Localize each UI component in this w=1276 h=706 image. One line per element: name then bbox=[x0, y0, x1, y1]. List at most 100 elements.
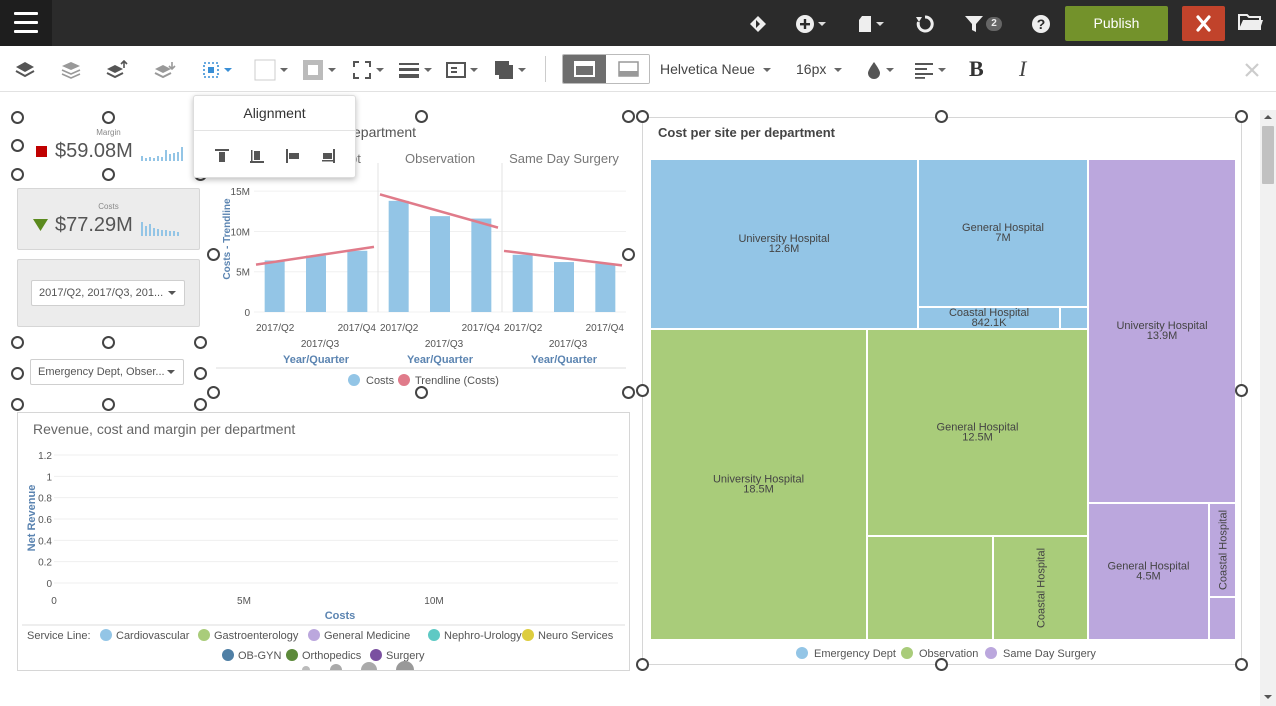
fill-color-icon[interactable] bbox=[254, 56, 288, 82]
x-axis-label-1: Year/Quarter bbox=[283, 354, 350, 366]
text-color-icon[interactable] bbox=[866, 56, 894, 82]
filter-icon[interactable]: 2 bbox=[960, 9, 1006, 37]
treemap-cell[interactable] bbox=[1087, 158, 1237, 504]
refresh-icon[interactable] bbox=[910, 9, 940, 37]
bar[interactable] bbox=[512, 254, 533, 312]
treemap-cell[interactable] bbox=[1208, 502, 1237, 598]
send-backward-icon[interactable] bbox=[154, 56, 176, 82]
bar[interactable] bbox=[595, 263, 616, 312]
revenue-cost-margin-chart-widget[interactable]: Revenue, cost and margin per department … bbox=[17, 412, 630, 679]
treemap-cell[interactable] bbox=[649, 328, 868, 641]
legend-swatch bbox=[198, 629, 210, 641]
resize-handle[interactable] bbox=[102, 398, 115, 411]
padding-icon[interactable] bbox=[446, 56, 478, 82]
treemap-cell[interactable] bbox=[992, 535, 1089, 641]
treemap-cell[interactable] bbox=[1208, 596, 1237, 641]
layers-stack-icon[interactable] bbox=[60, 56, 82, 82]
vertical-scrollbar[interactable] bbox=[1260, 110, 1276, 706]
resize-handle[interactable] bbox=[194, 398, 207, 411]
period-filter-select[interactable]: 2017/Q2, 2017/Q3, 201... bbox=[31, 280, 185, 306]
border-style-icon[interactable] bbox=[352, 56, 384, 82]
resize-handle[interactable] bbox=[11, 336, 24, 349]
resize-handle[interactable] bbox=[636, 658, 649, 671]
resize-handle[interactable] bbox=[622, 248, 635, 261]
x-tick-label: 2017/Q2 bbox=[380, 323, 419, 334]
align-right-button[interactable] bbox=[318, 146, 338, 166]
italic-button[interactable]: I bbox=[1019, 56, 1027, 81]
resize-handle[interactable] bbox=[194, 367, 207, 380]
align-top-button[interactable] bbox=[212, 146, 232, 166]
resize-handle[interactable] bbox=[11, 111, 24, 124]
treemap-cell[interactable] bbox=[649, 158, 919, 330]
treemap-cell[interactable] bbox=[917, 158, 1089, 308]
publish-button[interactable]: Publish bbox=[1065, 6, 1168, 41]
treemap-cell[interactable] bbox=[1059, 306, 1089, 330]
align-bottom-button[interactable] bbox=[247, 146, 267, 166]
kpi-costs-widget[interactable]: Costs $77.29M bbox=[17, 188, 200, 250]
folder-icon[interactable] bbox=[1236, 9, 1268, 37]
bold-button[interactable]: B bbox=[969, 56, 984, 81]
close-toolbar-icon[interactable] bbox=[1243, 56, 1261, 82]
resize-handle[interactable] bbox=[636, 110, 649, 123]
resize-handle[interactable] bbox=[11, 168, 24, 181]
y-tick-label: 10M bbox=[231, 227, 250, 238]
treemap-cell[interactable] bbox=[1087, 502, 1210, 641]
resize-handle[interactable] bbox=[207, 248, 220, 261]
bar[interactable] bbox=[554, 262, 574, 312]
resize-handle[interactable] bbox=[415, 110, 428, 123]
add-circle-icon[interactable] bbox=[790, 9, 830, 37]
legend-swatch bbox=[428, 629, 440, 641]
resize-handle[interactable] bbox=[11, 139, 24, 152]
cost-per-site-treemap-widget[interactable]: Cost per site per department University … bbox=[642, 117, 1242, 665]
border-width-icon[interactable] bbox=[398, 56, 432, 82]
scrollbar-thumb[interactable] bbox=[1262, 126, 1274, 184]
panel-header-3: Same Day Surgery bbox=[509, 151, 619, 166]
resize-handle[interactable] bbox=[636, 384, 649, 397]
layers-icon[interactable] bbox=[14, 56, 36, 82]
bar[interactable] bbox=[347, 250, 368, 312]
text-align-icon[interactable] bbox=[914, 56, 946, 82]
align-left-button[interactable] bbox=[283, 146, 303, 166]
resize-handle[interactable] bbox=[194, 336, 207, 349]
document-icon[interactable] bbox=[850, 9, 890, 37]
resize-handle[interactable] bbox=[935, 110, 948, 123]
panel-header-2: Observation bbox=[405, 151, 475, 166]
font-family-select[interactable]: Helvetica Neue bbox=[660, 56, 771, 82]
resize-handle[interactable] bbox=[11, 398, 24, 411]
kpi-margin-widget[interactable]: Margin $59.08M bbox=[17, 117, 200, 174]
view-mode-filled-button[interactable] bbox=[563, 55, 606, 83]
resize-handle[interactable] bbox=[102, 111, 115, 124]
resize-handle[interactable] bbox=[415, 386, 428, 399]
bar[interactable] bbox=[430, 216, 450, 312]
treemap-cell[interactable] bbox=[866, 535, 994, 641]
resize-handle[interactable] bbox=[207, 386, 220, 399]
resize-handle[interactable] bbox=[11, 367, 24, 380]
bar[interactable] bbox=[264, 260, 285, 312]
shadow-icon[interactable] bbox=[494, 56, 526, 82]
scroll-up-icon[interactable] bbox=[1260, 110, 1276, 124]
bar[interactable] bbox=[306, 255, 326, 312]
bar[interactable] bbox=[388, 200, 409, 312]
help-icon[interactable]: ? bbox=[1027, 9, 1055, 37]
view-mode-outline-button[interactable] bbox=[607, 55, 649, 83]
bar[interactable] bbox=[471, 218, 492, 312]
department-filter-select[interactable]: Emergency Dept, Obser... bbox=[30, 359, 184, 385]
alignment-icon[interactable] bbox=[202, 56, 232, 82]
font-size-select[interactable]: 16px bbox=[796, 56, 843, 82]
resize-handle[interactable] bbox=[1235, 658, 1248, 671]
resize-handle[interactable] bbox=[102, 336, 115, 349]
scroll-down-icon[interactable] bbox=[1260, 690, 1276, 704]
bring-forward-icon[interactable] bbox=[106, 56, 128, 82]
resize-handle[interactable] bbox=[935, 658, 948, 671]
close-editor-button[interactable] bbox=[1182, 6, 1225, 41]
treemap-cell[interactable] bbox=[866, 328, 1089, 537]
resize-handle[interactable] bbox=[102, 168, 115, 181]
border-color-icon[interactable] bbox=[302, 56, 336, 82]
resize-handle[interactable] bbox=[1235, 384, 1248, 397]
menu-button[interactable] bbox=[0, 0, 52, 46]
resize-handle[interactable] bbox=[1235, 110, 1248, 123]
resize-handle[interactable] bbox=[622, 110, 635, 123]
department-filter-widget: Emergency Dept, Obser... bbox=[17, 343, 200, 405]
resize-handle[interactable] bbox=[622, 386, 635, 399]
bookmark-diamond-icon[interactable] bbox=[744, 9, 772, 37]
